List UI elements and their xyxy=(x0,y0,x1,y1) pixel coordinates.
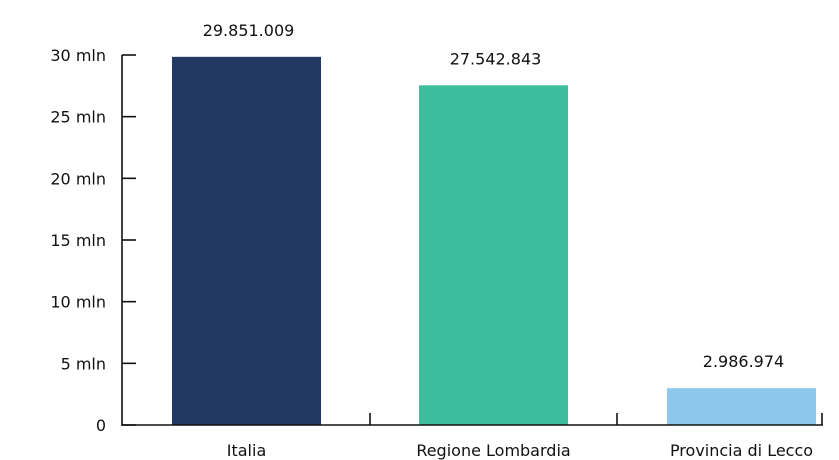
data-label: 29.851.009 xyxy=(203,21,295,40)
y-tick-label: 15 mln xyxy=(50,231,106,250)
plot-area xyxy=(172,56,816,426)
labels: 0 5 mln 10 mln 15 mln 20 mln 25 mln 30 mln 29.8… xyxy=(50,21,813,460)
bar-italia xyxy=(172,56,321,425)
bar-regione-lombardia xyxy=(419,85,568,426)
x-category-label: Provincia di Lecco xyxy=(670,441,813,460)
y-tick-label: 30 mln xyxy=(50,46,106,65)
x-category-label: Italia xyxy=(227,441,267,460)
y-tick-label: 20 mln xyxy=(50,169,106,188)
y-tick-label: 0 xyxy=(96,416,106,435)
data-label: 27.542.843 xyxy=(450,49,542,68)
data-label: 2.986.974 xyxy=(703,352,784,371)
bar-provincia-di-lecco xyxy=(667,388,816,425)
y-tick-label: 10 mln xyxy=(50,293,106,312)
axes xyxy=(121,54,823,426)
y-tick-label: 25 mln xyxy=(50,108,106,127)
y-tick-label: 5 mln xyxy=(61,354,106,373)
x-category-label: Regione Lombardia xyxy=(416,441,570,460)
